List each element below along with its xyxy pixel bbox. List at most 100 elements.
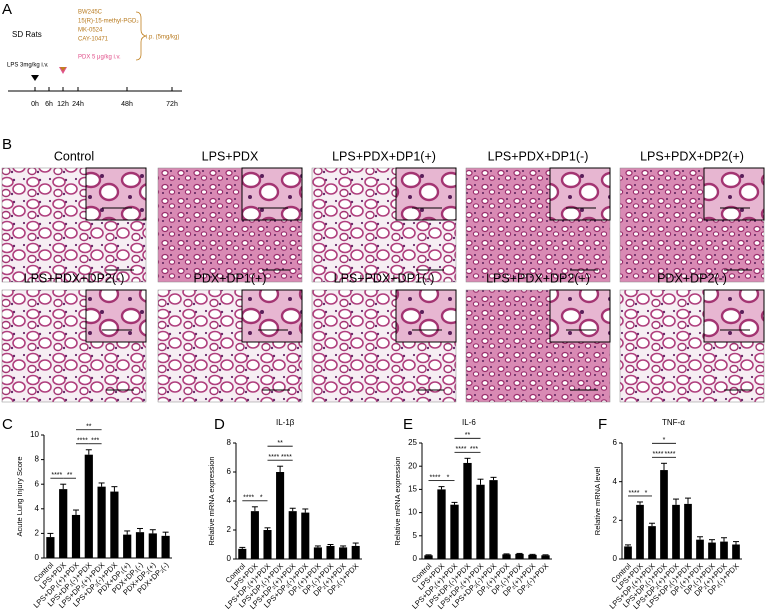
- significance-label: *: [260, 495, 263, 502]
- bar: [502, 554, 511, 559]
- bar: [720, 541, 728, 559]
- timepoint-label: 6h: [45, 101, 53, 108]
- y-tick-label: 15: [408, 485, 417, 494]
- chart-title: IL-6: [462, 418, 476, 427]
- bar: [326, 545, 335, 559]
- bar: [528, 554, 537, 559]
- bar: [339, 547, 348, 559]
- image-title: LPS+PDX+DP1(+): [332, 149, 436, 163]
- y-tick-label: 10: [408, 508, 417, 517]
- timepoint-label: 48h: [121, 101, 133, 108]
- bar: [648, 526, 656, 559]
- significance-label: ****: [629, 490, 640, 497]
- significance-label: **: [67, 472, 73, 479]
- panel-label: B: [2, 136, 12, 153]
- significance-label: ****: [665, 451, 676, 458]
- y-tick-label: 6: [227, 467, 232, 476]
- y-tick-label: 6: [35, 479, 40, 488]
- histology-inset: [395, 289, 457, 343]
- histology-inset: [85, 289, 147, 343]
- y-axis-label: Relative mRNA expression: [207, 456, 216, 545]
- significance-label: ***: [91, 438, 99, 445]
- y-tick-label: 4: [227, 496, 232, 505]
- bar: [450, 504, 459, 559]
- histology-inset: [549, 289, 611, 343]
- image-title: LPS+PDX+DP2(+): [640, 149, 744, 163]
- lps-label: LPS 3mg/kg i.v.: [7, 63, 49, 69]
- y-tick-label: 2: [613, 515, 618, 524]
- bar: [59, 489, 68, 558]
- bar: [732, 544, 740, 559]
- histology-inset: [549, 167, 611, 221]
- bar: [660, 470, 668, 559]
- significance-label: ****: [456, 446, 467, 453]
- bar: [263, 530, 272, 559]
- bar: [161, 535, 170, 558]
- bar: [46, 537, 55, 558]
- bar: [672, 504, 680, 559]
- y-tick-label: 6: [613, 438, 618, 447]
- bar: [97, 486, 106, 558]
- image-title: LPS+PDX: [202, 149, 259, 163]
- panel-label: F: [598, 416, 607, 433]
- brace: [135, 11, 147, 61]
- drug-label: MK-0524: [78, 28, 103, 34]
- y-axis-label: Relative mRNA level: [593, 466, 602, 535]
- timepoint-label: 12h: [57, 101, 69, 108]
- histology-inset: [703, 289, 765, 343]
- y-axis-label: Acute Lung Injury Score: [15, 456, 24, 536]
- timepoint-label: 72h: [166, 101, 178, 108]
- bar: [148, 533, 157, 558]
- y-tick-label: 20: [408, 461, 417, 470]
- y-tick-label: 8: [227, 438, 232, 447]
- bar: [250, 511, 259, 559]
- histology-inset: [241, 289, 303, 343]
- y-tick-label: 2: [227, 525, 232, 534]
- bar: [684, 503, 692, 559]
- significance-label: ****: [653, 451, 664, 458]
- drug-label: BW245C: [78, 10, 103, 16]
- significance-label: ****: [281, 454, 292, 461]
- drug-label: CAY-10471: [78, 37, 109, 43]
- image-title: Control: [54, 149, 94, 163]
- timepoint-label: 24h: [72, 101, 84, 108]
- y-tick-label: 2: [35, 529, 40, 538]
- y-tick-label: 0: [613, 554, 618, 563]
- image-title: LPS+PDX+DP2(-): [24, 271, 125, 285]
- bar: [437, 489, 446, 559]
- bar: [276, 472, 285, 559]
- bar: [696, 539, 704, 559]
- bar: [301, 512, 310, 559]
- panel-label: D: [214, 416, 225, 433]
- bar: [351, 545, 360, 559]
- y-tick-label: 10: [30, 430, 39, 439]
- bar: [424, 555, 433, 559]
- y-tick-label: 25: [408, 438, 417, 447]
- image-title: LPS+PDX+DP1(-): [334, 271, 435, 285]
- chart-title: TNF-α: [662, 418, 685, 427]
- bar: [636, 504, 644, 559]
- bar: [313, 547, 322, 559]
- y-tick-label: 4: [35, 504, 40, 513]
- significance-label: *: [645, 490, 648, 497]
- bar: [110, 491, 119, 558]
- y-tick-label: 5: [413, 531, 418, 540]
- bar: [515, 553, 524, 559]
- animal-label: SD Rats: [12, 30, 42, 39]
- significance-label: **: [86, 424, 92, 431]
- y-tick-label: 8: [35, 455, 40, 464]
- timeline: [8, 11, 182, 92]
- bar: [288, 511, 297, 559]
- chart-title: IL-1β: [276, 418, 295, 427]
- bar: [463, 462, 472, 559]
- bar: [624, 546, 632, 559]
- pdx-label: PDX 5 μg/kg i.v.: [78, 55, 121, 61]
- significance-label: **: [277, 440, 283, 447]
- bar: [84, 454, 93, 558]
- bar: [238, 548, 247, 559]
- route-label: i.p. (5mg/kg): [146, 35, 179, 41]
- y-tick-label: 0: [35, 553, 40, 562]
- significance-label: **: [465, 432, 471, 439]
